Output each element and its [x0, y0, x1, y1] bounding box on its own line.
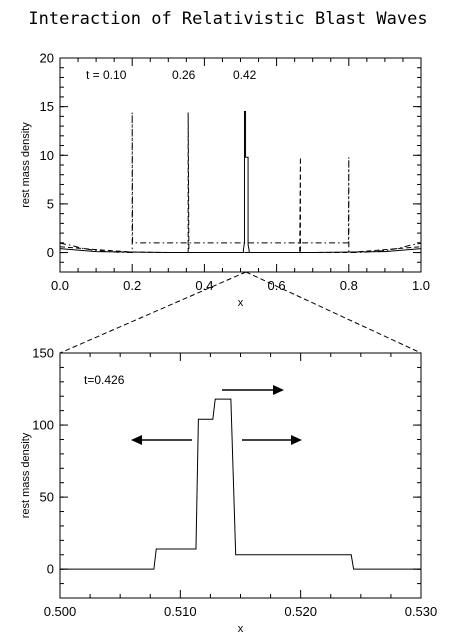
top-plot-y-tick-label: 5 [47, 196, 54, 211]
top-plot-y-tick-label: 10 [40, 148, 54, 163]
time-label-1: 0.26 [172, 68, 196, 82]
top-plot-series-dash-dot [59, 112, 422, 254]
top-plot-x-tick-label: 0.2 [123, 278, 141, 293]
top-plot-y-tick-label: 15 [40, 99, 54, 114]
top-plot: 0.0 0.2 0.4 0.6 0.8 1.0 0 5 10 15 20 x rest mass den… [20, 51, 430, 310]
bottom-plot-x-axis-label: x [238, 623, 244, 635]
bottom-plot-y-axis-label: rest mass density [20, 432, 32, 518]
top-plot-frame [59, 57, 422, 273]
top-plot-y-tick-label: 0 [47, 245, 54, 260]
bottom-plot-y-tick-label: 0 [47, 562, 54, 577]
zoom-time-label: t=0.426 [84, 373, 125, 387]
bottom-plot: 0.500 0.510 0.520 0.530 0 50 100 150 x rest mass … [20, 346, 437, 636]
top-plot-x-tick-label: 0.8 [340, 278, 358, 293]
figure-title: Interaction of Relativistic Blast Waves [28, 9, 427, 29]
top-plot-series-dashed [59, 112, 422, 254]
time-label-0: t = 0.10 [86, 68, 127, 82]
time-label-2: 0.42 [233, 68, 257, 82]
top-plot-y-tick-label: 20 [40, 51, 54, 66]
top-plot-x-tick-label: 0.4 [195, 278, 213, 293]
zoom-connector [59, 271, 422, 354]
zoom-line-left [59, 271, 247, 354]
bottom-plot-y-tick-label: 150 [32, 346, 54, 361]
top-plot-x-tick-label: 0.0 [51, 278, 69, 293]
bottom-plot-x-tick-label: 0.530 [405, 604, 438, 619]
arrow-left [131, 435, 142, 445]
top-plot-x-tick-label: 0.6 [268, 278, 286, 293]
top-plot-x-axis-label: x [238, 297, 244, 309]
bottom-plot-series-solid [60, 398, 421, 570]
top-plot-x-tick-label: 1.0 [412, 278, 430, 293]
bottom-plot-x-tick-label: 0.500 [44, 604, 77, 619]
bottom-plot-x-tick-label: 0.520 [284, 604, 317, 619]
top-plot-y-axis-label: rest mass density [20, 122, 32, 208]
top-plot-series-solid [59, 111, 422, 254]
zoom-line-right [245, 271, 422, 354]
arrow-right-lower [291, 435, 302, 445]
bottom-plot-y-tick-label: 50 [40, 490, 54, 505]
bottom-plot-x-tick-label: 0.510 [164, 604, 197, 619]
bottom-plot-y-tick-label: 100 [32, 418, 54, 433]
arrow-right-upper [273, 385, 284, 395]
